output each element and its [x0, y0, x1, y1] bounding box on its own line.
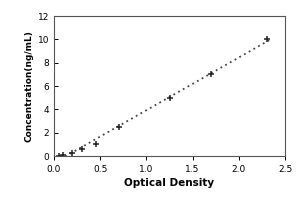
- X-axis label: Optical Density: Optical Density: [124, 178, 214, 188]
- Y-axis label: Concentration(ng/mL): Concentration(ng/mL): [25, 30, 34, 142]
